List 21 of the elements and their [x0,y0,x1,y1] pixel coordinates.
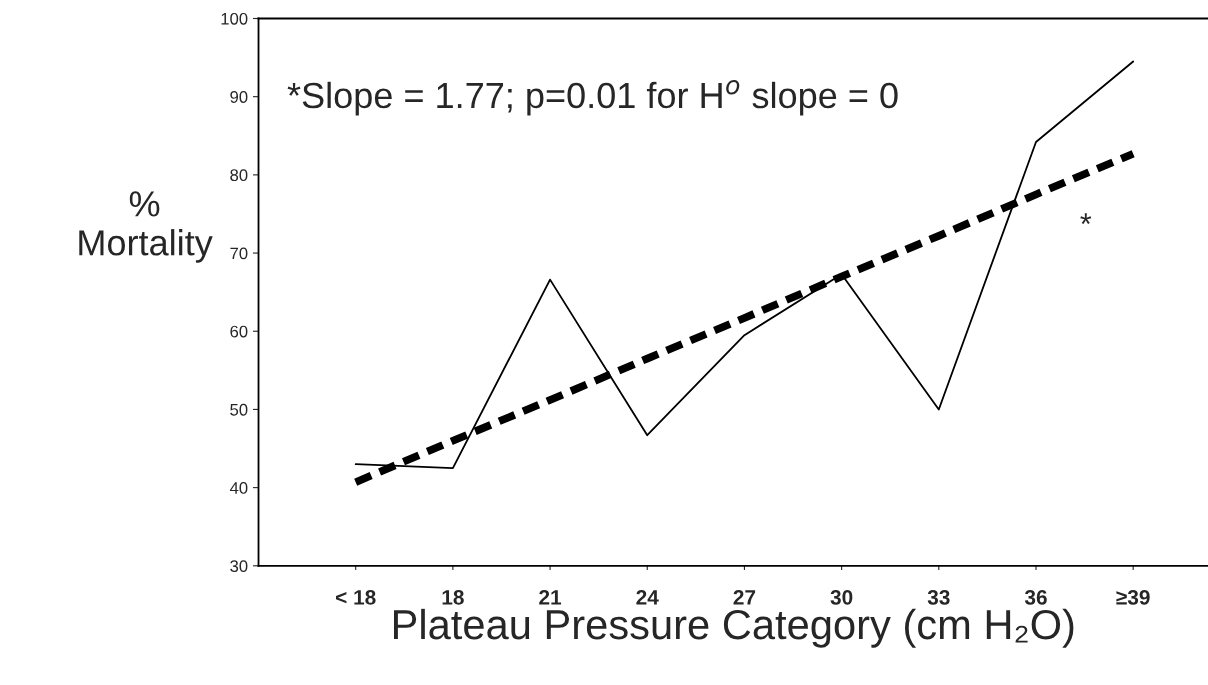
x-tick-label: 30 [830,589,853,605]
x-tick-label: 33 [927,589,950,605]
x-tick-label: < 18 [336,589,376,605]
x-tick-label: 21 [539,589,562,605]
annotation: * [1080,213,1092,225]
y-tick-label: 30 [230,560,248,573]
x-tick-label: 18 [442,589,464,605]
x-tick-label: 36 [1024,589,1047,605]
y-tick-label: 50 [230,403,248,416]
y-axis-title: % Mortality [79,191,213,263]
y-tick-label: 100 [221,12,248,25]
x-tick-label: 24 [636,589,659,605]
y-tick-label: 90 [230,91,248,103]
x-tick-label: 27 [733,589,756,605]
x-tick-label: ≥39 [1116,589,1150,605]
y-tick-label: 80 [230,169,248,182]
y-tick-label: 70 [230,247,248,260]
x-axis-title: Plateau Pressure Category (cm H₂O) [394,608,1074,648]
y-tick-label: 40 [229,482,248,494]
annotation: *Slope = 1.77; p=0.01 for H$^{o}$ slope = 0 [287,79,898,116]
y-tick-label: 60 [230,325,248,338]
